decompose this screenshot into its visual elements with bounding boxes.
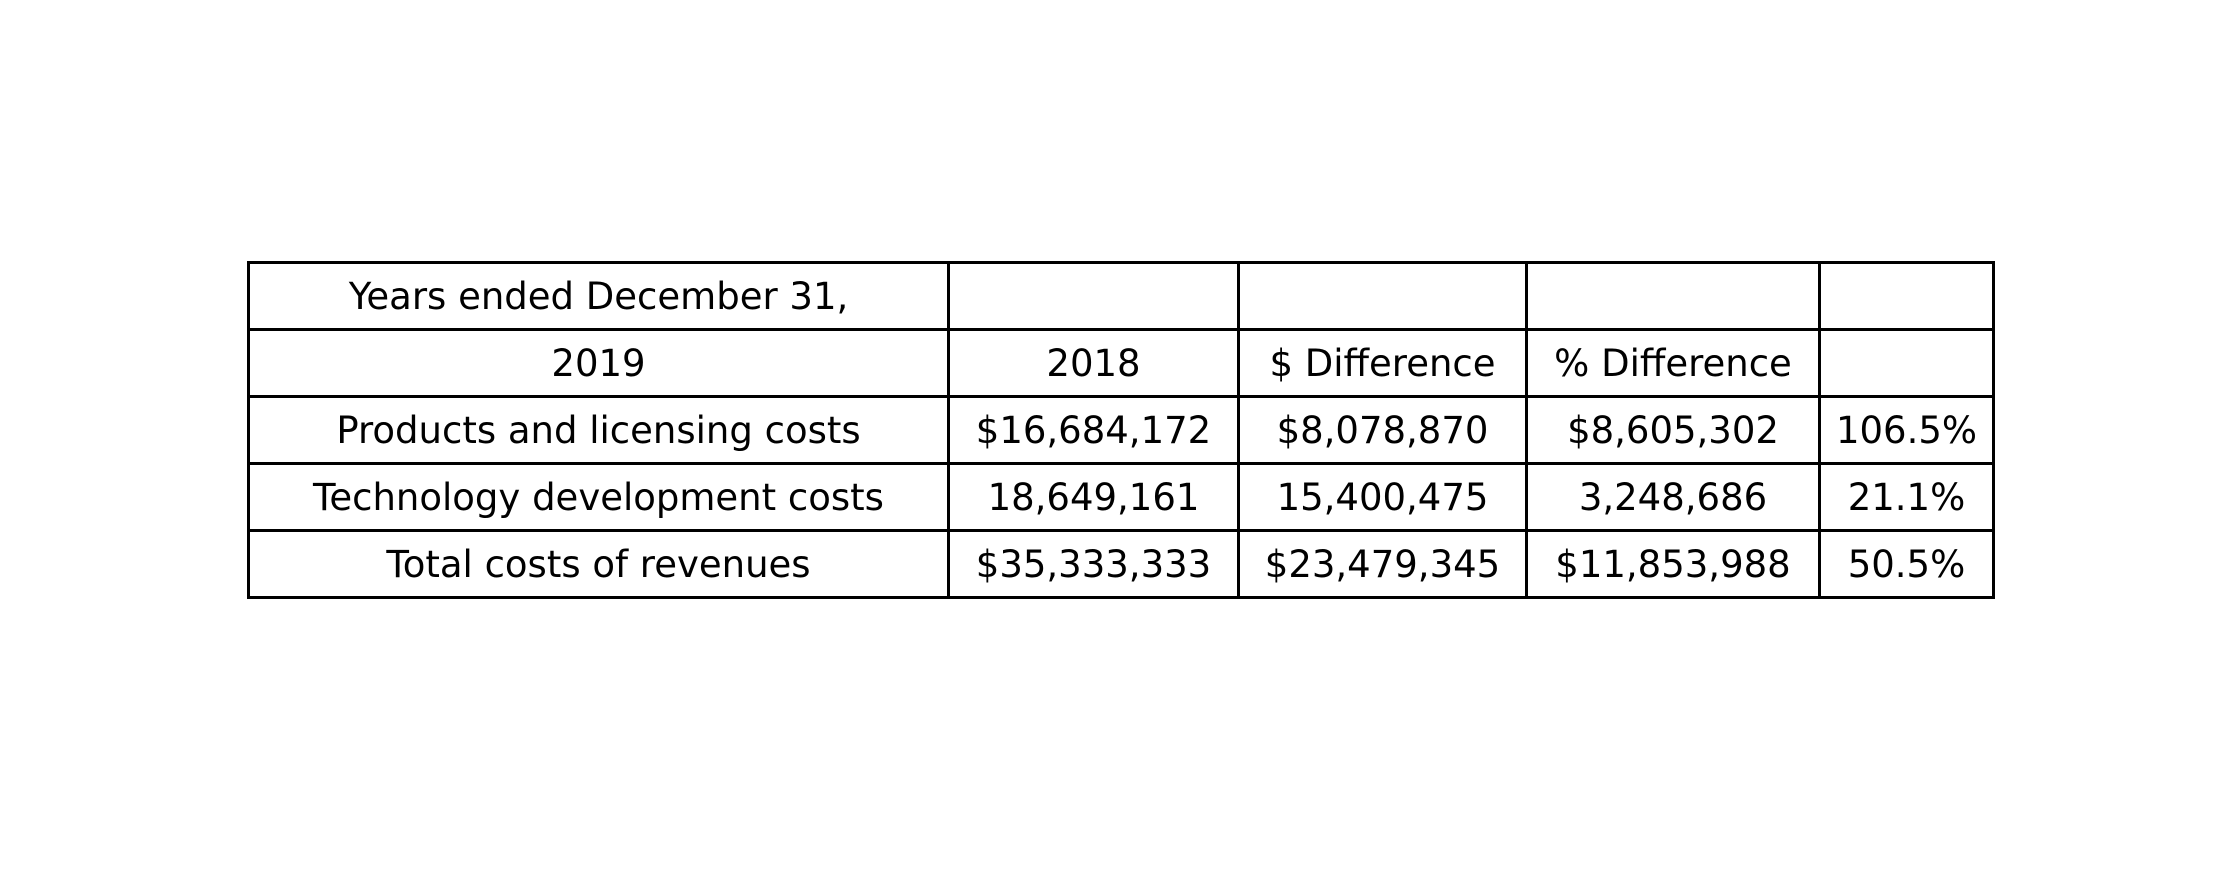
table-row-header-columns: 2019 2018 $ Difference % Difference (247, 328, 1995, 398)
table-cell: Total costs of revenues (247, 529, 950, 599)
table-cell: 21.1% (1818, 462, 1995, 532)
table-row-products-licensing: Products and licensing costs $16,684,172… (247, 395, 1995, 465)
table-container: Years ended December 31, 2019 2018 $ Dif… (247, 261, 1995, 599)
table-cell: 50.5% (1818, 529, 1995, 599)
table-cell: Technology development costs (247, 462, 950, 532)
table-cell: 15,400,475 (1237, 462, 1528, 532)
table-cell: 18,649,161 (947, 462, 1240, 532)
table-cell: 3,248,686 (1525, 462, 1821, 532)
table-cell (1525, 261, 1821, 331)
table-cell: 2018 (947, 328, 1240, 398)
table-cell: % Difference (1525, 328, 1821, 398)
table-cell: Years ended December 31, (247, 261, 950, 331)
table-cell: Products and licensing costs (247, 395, 950, 465)
table-row-technology-development: Technology development costs 18,649,161 … (247, 462, 1995, 532)
table-cell: $23,479,345 (1237, 529, 1528, 599)
table-cell: 106.5% (1818, 395, 1995, 465)
table-cell: $35,333,333 (947, 529, 1240, 599)
table-row-total: Total costs of revenues $35,333,333 $23,… (247, 529, 1995, 599)
table-cell: 2019 (247, 328, 950, 398)
table-cell (1818, 328, 1995, 398)
table-cell (1818, 261, 1995, 331)
table-cell (1237, 261, 1528, 331)
table-cell: $16,684,172 (947, 395, 1240, 465)
table-cell: $11,853,988 (1525, 529, 1821, 599)
table-cell: $8,078,870 (1237, 395, 1528, 465)
table-row-header-years: Years ended December 31, (247, 261, 1995, 331)
table-cell: $8,605,302 (1525, 395, 1821, 465)
cost-of-revenues-table: Years ended December 31, 2019 2018 $ Dif… (247, 261, 1995, 599)
table-cell: $ Difference (1237, 328, 1528, 398)
table-cell (947, 261, 1240, 331)
